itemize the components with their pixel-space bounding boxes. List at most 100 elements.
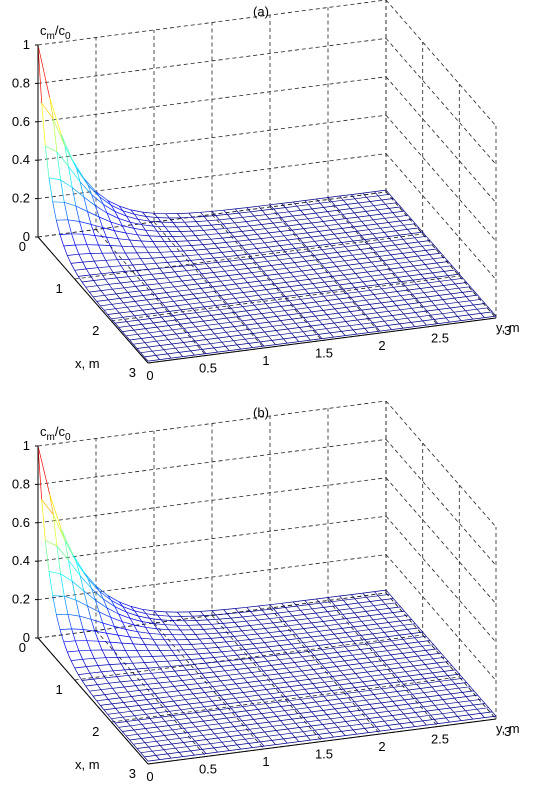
mesh-line bbox=[293, 304, 305, 306]
mesh-line bbox=[425, 265, 429, 269]
mesh-line bbox=[289, 299, 301, 300]
mesh-line bbox=[278, 687, 290, 689]
mesh-line bbox=[420, 287, 432, 289]
mesh-line bbox=[227, 317, 239, 319]
mesh-line bbox=[306, 674, 318, 676]
mesh-line bbox=[160, 667, 164, 672]
mesh-line bbox=[367, 197, 371, 201]
mesh-line bbox=[204, 320, 216, 322]
mesh-line bbox=[179, 752, 183, 756]
mesh-line bbox=[169, 310, 181, 312]
mesh-line bbox=[129, 259, 133, 265]
mesh-line bbox=[296, 633, 308, 634]
mesh-line bbox=[312, 223, 316, 227]
mesh-line bbox=[400, 308, 412, 310]
mesh-line bbox=[288, 638, 300, 640]
mesh-line bbox=[252, 657, 264, 658]
mesh-line bbox=[324, 206, 336, 208]
mesh-line bbox=[173, 314, 185, 316]
mesh-line bbox=[230, 322, 234, 326]
mesh-line bbox=[370, 304, 374, 308]
mesh-line bbox=[269, 232, 281, 233]
mesh-line bbox=[323, 723, 335, 725]
mesh-line bbox=[444, 286, 448, 290]
mesh-line bbox=[237, 670, 241, 674]
mesh-line bbox=[347, 692, 359, 694]
mesh-line bbox=[241, 334, 253, 336]
mesh-line bbox=[308, 706, 320, 708]
mesh-line bbox=[195, 649, 199, 654]
mesh-line bbox=[373, 232, 385, 234]
mesh-line bbox=[281, 719, 293, 721]
mesh-line bbox=[382, 287, 394, 289]
mesh-line bbox=[134, 625, 146, 627]
mesh-line bbox=[165, 320, 177, 322]
mesh-line bbox=[149, 236, 153, 242]
mesh-line bbox=[439, 708, 451, 710]
mesh-line bbox=[254, 718, 266, 720]
mesh-line bbox=[200, 715, 212, 716]
mesh-line bbox=[412, 693, 424, 695]
mesh-line bbox=[420, 687, 432, 689]
mesh-line bbox=[196, 621, 200, 625]
mesh-line bbox=[296, 233, 308, 234]
mesh-line bbox=[295, 261, 307, 263]
mesh-line bbox=[200, 611, 204, 615]
mesh-line bbox=[358, 217, 362, 221]
mesh-line bbox=[246, 309, 258, 311]
mesh-line bbox=[218, 351, 230, 353]
mesh-line bbox=[154, 611, 166, 612]
mesh-line bbox=[42, 103, 54, 119]
mesh-line bbox=[291, 658, 295, 662]
mesh-line bbox=[208, 619, 220, 620]
mesh-line bbox=[234, 236, 246, 237]
mesh-line bbox=[365, 713, 377, 715]
mesh-line bbox=[354, 314, 366, 316]
mesh-line bbox=[459, 688, 463, 692]
mesh-line bbox=[153, 336, 165, 338]
mesh-line bbox=[357, 244, 369, 246]
mesh-line bbox=[234, 727, 238, 731]
mesh-line bbox=[304, 213, 316, 215]
mesh-line bbox=[99, 245, 111, 246]
mesh-line bbox=[141, 259, 145, 265]
mesh-line bbox=[426, 636, 430, 640]
mesh-line bbox=[256, 663, 260, 667]
mesh-line bbox=[231, 707, 243, 709]
mesh-line bbox=[149, 253, 153, 258]
mesh-line bbox=[365, 624, 377, 626]
mesh-line bbox=[382, 675, 386, 679]
mesh-line bbox=[359, 678, 363, 682]
mesh-line bbox=[362, 607, 366, 611]
mesh-line bbox=[187, 255, 199, 256]
mesh-line bbox=[207, 235, 211, 240]
mesh-line bbox=[361, 634, 373, 636]
mesh-line bbox=[285, 220, 297, 222]
mesh-line bbox=[96, 192, 108, 201]
mesh-line bbox=[91, 254, 95, 262]
mesh-line bbox=[227, 318, 231, 322]
mesh-line bbox=[260, 251, 272, 252]
mesh-line bbox=[109, 682, 121, 683]
mesh-line bbox=[215, 734, 219, 738]
mesh-line bbox=[146, 230, 150, 236]
mesh-line bbox=[274, 297, 286, 299]
mesh-line bbox=[328, 286, 332, 290]
mesh-line bbox=[233, 665, 237, 669]
mesh-line bbox=[166, 293, 170, 297]
mesh-line bbox=[277, 627, 281, 631]
mesh-line bbox=[454, 312, 458, 316]
mesh-line bbox=[94, 678, 106, 679]
mesh-line bbox=[191, 644, 195, 649]
mesh-line bbox=[439, 695, 443, 699]
mesh-line bbox=[280, 646, 284, 650]
mesh-line bbox=[307, 231, 319, 233]
mesh-line bbox=[326, 638, 338, 640]
mesh-line bbox=[393, 700, 405, 702]
mesh-line bbox=[346, 233, 350, 237]
mesh-line bbox=[244, 664, 248, 668]
mesh-line bbox=[156, 355, 160, 359]
mesh-line bbox=[233, 264, 245, 265]
mesh-line bbox=[193, 308, 197, 312]
mesh-line bbox=[284, 339, 288, 343]
